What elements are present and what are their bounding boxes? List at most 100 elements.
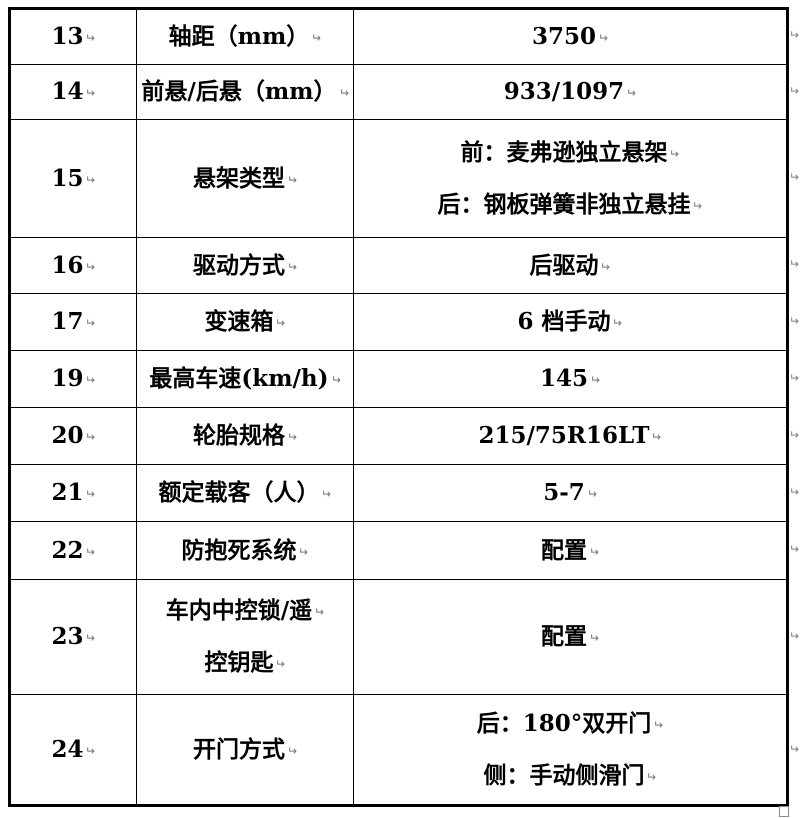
parameter-value-cell: 配置 ↵ bbox=[353, 521, 788, 580]
row-end-mark: ↵ bbox=[789, 28, 800, 42]
paragraph-mark-icon: ↵ bbox=[85, 259, 96, 274]
row-index-cell: 13 ↵ bbox=[9, 8, 137, 65]
parameter-name-cell: 驱动方式 ↵ bbox=[136, 237, 354, 294]
cell-line: 933/1097 ↵ bbox=[503, 78, 637, 106]
row-index-cell: 24 ↵ bbox=[9, 694, 137, 806]
paragraph-mark-icon: ↵ bbox=[275, 657, 286, 671]
parameter-name-cell: 轮胎规格 ↵ bbox=[136, 407, 354, 465]
parameter-value-cell: 后：180°双开门 ↵ 侧：手动侧滑门 ↵ bbox=[353, 694, 788, 806]
cell-line: 防抱死系统 ↵ bbox=[181, 536, 309, 564]
parameter-name-cell: 前悬/后悬（mm） ↵ bbox=[136, 64, 354, 120]
cell-line: 驱动方式 ↵ bbox=[192, 251, 298, 279]
cell-line: 19 ↵ bbox=[51, 365, 96, 393]
parameter-name-cell: 车内中控锁/遥 ↵ 控钥匙 ↵ bbox=[136, 579, 354, 695]
parameter-name-cell: 防抱死系统 ↵ bbox=[136, 521, 354, 580]
cell-line: 5-7 ↵ bbox=[543, 479, 597, 507]
table-row: 13 ↵ 轴距（mm） ↵ 3750 ↵ bbox=[9, 8, 788, 65]
row-end-mark: ↵ bbox=[789, 741, 800, 756]
row-index-cell: 14 ↵ bbox=[9, 64, 137, 120]
parameter-value-cell: 前：麦弗逊独立悬架 ↵ 后：钢板弹簧非独立悬挂 ↵ bbox=[353, 119, 788, 238]
cell-line: 车内中控锁/遥 ↵ bbox=[165, 597, 325, 625]
parameter-value-cell: 3750 ↵ bbox=[353, 8, 788, 65]
cell-line: 16 ↵ bbox=[51, 251, 96, 279]
cell-line: 前：麦弗逊独立悬架 ↵ bbox=[460, 138, 680, 166]
row-index-cell: 15 ↵ bbox=[9, 119, 137, 238]
cell-line: 3750 ↵ bbox=[531, 23, 609, 51]
parameter-value-cell: 5-7 ↵ bbox=[353, 464, 788, 522]
row-index-cell: 17 ↵ bbox=[9, 293, 137, 351]
paragraph-mark-icon: ↵ bbox=[275, 316, 286, 331]
paragraph-mark-icon: ↵ bbox=[286, 259, 298, 274]
row-end-mark: ↵ bbox=[789, 370, 800, 385]
parameter-value-cell: 215/75R16LT ↵ bbox=[353, 407, 788, 465]
paragraph-mark-icon: ↵ bbox=[330, 373, 341, 388]
paragraph-mark-icon: ↵ bbox=[588, 631, 600, 646]
row-index-cell: 20 ↵ bbox=[9, 407, 137, 465]
row-index-cell: 16 ↵ bbox=[9, 237, 137, 294]
paragraph-mark-icon: ↵ bbox=[286, 743, 298, 758]
cell-line: 21 ↵ bbox=[51, 479, 96, 507]
paragraph-mark-icon: ↵ bbox=[85, 172, 96, 187]
paragraph-mark-icon: ↵ bbox=[588, 544, 600, 559]
end-of-document-marker bbox=[779, 806, 789, 817]
paragraph-mark-icon: ↵ bbox=[85, 544, 96, 559]
paragraph-mark-icon: ↵ bbox=[85, 86, 96, 101]
parameter-name-cell: 悬架类型 ↵ bbox=[136, 119, 354, 238]
table-body: 13 ↵ 轴距（mm） ↵ 3750 ↵ 14 ↵ 前悬/后悬（mm） ↵ 933/1097 ↵ 15 ↵… bbox=[9, 8, 788, 806]
row-index-cell: 21 ↵ bbox=[9, 464, 137, 522]
cell-line: 215/75R16LT ↵ bbox=[478, 422, 662, 450]
paragraph-mark-icon: ↵ bbox=[85, 743, 96, 758]
cell-line: 后：钢板弹簧非独立悬挂 ↵ bbox=[437, 190, 703, 218]
cell-line: 22 ↵ bbox=[51, 536, 96, 564]
table-row: 22 ↵ 防抱死系统 ↵ 配置 ↵ bbox=[9, 521, 788, 580]
parameter-name-cell: 变速箱 ↵ bbox=[136, 293, 354, 351]
paragraph-mark-icon: ↵ bbox=[651, 430, 662, 445]
cell-line: 前悬/后悬（mm） ↵ bbox=[141, 78, 349, 106]
cell-line: 后驱动 ↵ bbox=[529, 251, 611, 279]
cell-line: 配置 ↵ bbox=[540, 536, 600, 564]
row-end-mark: ↵ bbox=[789, 484, 800, 499]
cell-line: 悬架类型 ↵ bbox=[192, 164, 298, 192]
paragraph-mark-icon: ↵ bbox=[653, 717, 664, 732]
paragraph-mark-icon: ↵ bbox=[85, 316, 96, 331]
parameter-name-cell: 最高车速(km/h) ↵ bbox=[136, 350, 354, 408]
cell-line: 控钥匙 ↵ bbox=[204, 649, 286, 676]
paragraph-mark-icon: ↵ bbox=[586, 487, 597, 502]
cell-line: 15 ↵ bbox=[51, 164, 96, 192]
cell-line: 后：180°双开门 ↵ bbox=[476, 709, 664, 737]
table-row: 20 ↵ 轮胎规格 ↵ 215/75R16LT ↵ bbox=[9, 407, 788, 465]
parameter-value-cell: 933/1097 ↵ bbox=[353, 64, 788, 120]
row-end-mark: ↵ bbox=[789, 313, 800, 328]
paragraph-mark-icon: ↵ bbox=[626, 86, 637, 101]
row-index-cell: 19 ↵ bbox=[9, 350, 137, 408]
table-row: 23 ↵ 车内中控锁/遥 ↵ 控钥匙 ↵ 配置 ↵ bbox=[9, 579, 788, 695]
cell-line: 最高车速(km/h) ↵ bbox=[149, 365, 341, 393]
cell-line: 14 ↵ bbox=[51, 78, 96, 106]
parameter-name-cell: 额定载客（人） ↵ bbox=[136, 464, 354, 522]
parameter-value-cell: 配置 ↵ bbox=[353, 579, 788, 695]
table-row: 14 ↵ 前悬/后悬（mm） ↵ 933/1097 ↵ bbox=[9, 64, 788, 120]
paragraph-mark-icon: ↵ bbox=[85, 487, 96, 502]
row-end-mark: ↵ bbox=[789, 542, 800, 556]
parameter-value-cell: 145 ↵ bbox=[353, 350, 788, 408]
cell-line: 配置 ↵ bbox=[540, 623, 600, 651]
row-index-cell: 22 ↵ bbox=[9, 521, 137, 580]
paragraph-mark-icon: ↵ bbox=[85, 631, 96, 646]
row-end-mark: ↵ bbox=[789, 257, 800, 271]
vehicle-spec-table: 13 ↵ 轴距（mm） ↵ 3750 ↵ 14 ↵ 前悬/后悬（mm） ↵ 933/1097 ↵ 15 ↵… bbox=[8, 7, 789, 807]
paragraph-mark-icon: ↵ bbox=[311, 31, 322, 46]
cell-line: 20 ↵ bbox=[51, 422, 96, 450]
cell-line: 6 档手动 ↵ bbox=[517, 308, 623, 336]
paragraph-mark-icon: ↵ bbox=[286, 430, 298, 445]
cell-line: 开门方式 ↵ bbox=[192, 735, 298, 763]
parameter-name-cell: 轴距（mm） ↵ bbox=[136, 8, 354, 65]
paragraph-mark-icon: ↵ bbox=[85, 31, 96, 46]
paragraph-mark-icon: ↵ bbox=[692, 198, 703, 213]
cell-line: 13 ↵ bbox=[51, 23, 96, 51]
paragraph-mark-icon: ↵ bbox=[589, 373, 601, 388]
parameter-value-cell: 后驱动 ↵ bbox=[353, 237, 788, 294]
paragraph-mark-icon: ↵ bbox=[298, 544, 309, 559]
cell-line: 侧：手动侧滑门 ↵ bbox=[483, 761, 657, 789]
row-end-mark: ↵ bbox=[789, 83, 800, 98]
